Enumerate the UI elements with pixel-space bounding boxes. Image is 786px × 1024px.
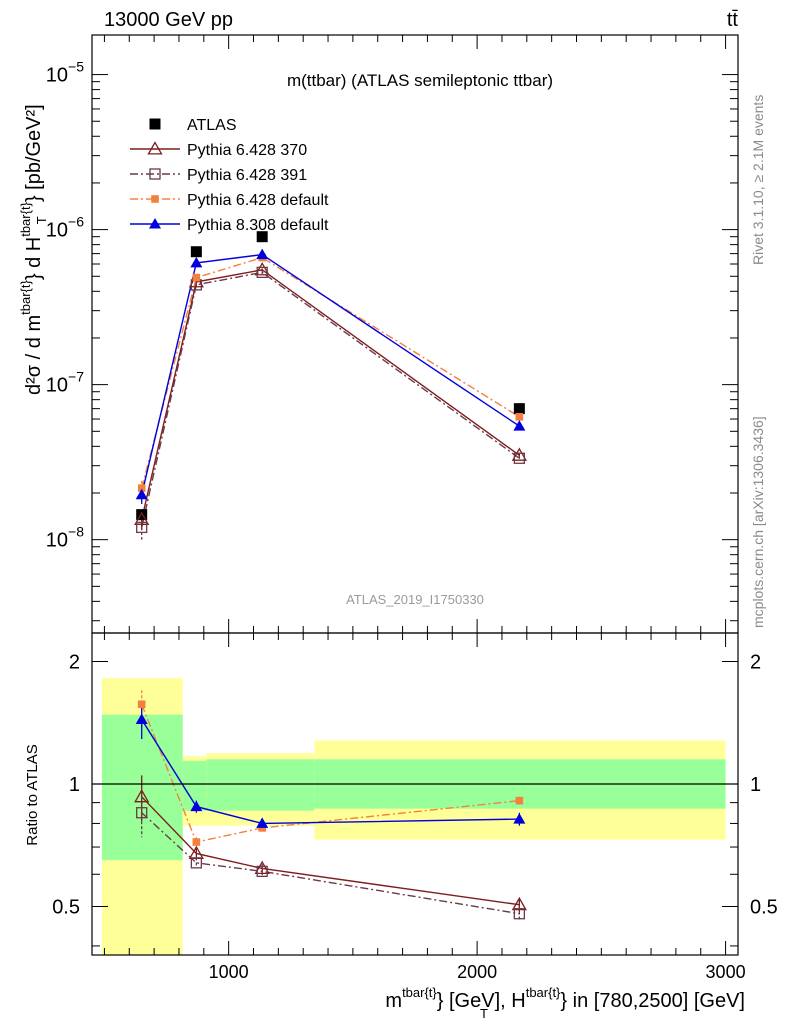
ratio-point-series-0-3 — [511, 896, 527, 911]
tick-labels: 1000 2000 3000 10−8 10−7 10−6 10−5 0.5 0.5 1 1 2 2 — [46, 59, 778, 982]
legend-marker-4 — [149, 218, 161, 229]
main-point-series-0-1 — [190, 246, 202, 258]
main-y-tick-label-2: 10−6 — [46, 214, 84, 242]
ratio-plot-frame — [91, 632, 739, 956]
x-axis-label: mtbar{t}} [GeV], Htbar{t}} in [780,2500]… — [385, 985, 745, 1012]
main-point-series-4-0 — [135, 488, 148, 500]
x-tick-label-2000: 2000 — [457, 962, 497, 982]
ratio-point-series-0-2 — [254, 860, 270, 875]
ratio-point-series-0-0 — [134, 789, 150, 803]
ratio-y-tick-label-right-0: 0.5 — [750, 896, 778, 918]
ratio-line-series-2 — [141, 704, 520, 843]
main-y-axis-label: d²σ / d mtbar{t}} d Htbar{t}} [pb/GeV²]T — [18, 104, 49, 395]
main-point-series-0-3 — [513, 403, 525, 415]
main-point-series-3-1 — [192, 273, 201, 282]
data-markers — [134, 231, 527, 920]
main-line-series-4 — [141, 253, 520, 495]
ratio-point-series-2-3 — [515, 796, 524, 805]
ratio-point-series-2-1 — [192, 838, 201, 846]
legend-label-3: Pythia 6.428 default — [187, 192, 329, 209]
ratio-y-axis-label: Ratio to ATLAS — [24, 744, 41, 845]
main-point-series-0-0 — [136, 509, 148, 521]
main-y-tick-label-0: 10−8 — [46, 524, 84, 552]
main-line-series-1 — [141, 269, 520, 520]
ratio-point-series-1-1 — [190, 857, 203, 869]
uncertainty-bands — [101, 678, 726, 955]
ratio-point-series-3-0 — [135, 713, 148, 725]
main-point-series-4-3 — [513, 420, 526, 431]
legend: ATLAS Pythia 6.428 370 Pythia 6.428 391 Pyt… — [130, 117, 329, 234]
main-point-series-3-3 — [515, 413, 524, 421]
axes — [92, 35, 738, 955]
main-point-series-2-2 — [256, 266, 268, 278]
main-point-series-3-0 — [137, 484, 146, 492]
band-green-1 — [182, 760, 207, 811]
ratio-point-series-3-2 — [256, 817, 269, 828]
ratio-line-series-1 — [141, 812, 520, 915]
main-line-series-3 — [141, 256, 520, 489]
analysis-watermark: ATLAS_2019_I1750330 — [346, 592, 484, 607]
main-point-series-4-1 — [190, 256, 203, 268]
x-axis-label-subscript: T — [480, 1006, 488, 1021]
header-process-label: tt̄ — [727, 9, 739, 31]
main-point-series-2-0 — [136, 521, 148, 534]
ratio-point-series-3-1 — [190, 800, 203, 812]
x-tick-label-3000: 3000 — [706, 962, 746, 982]
legend-marker-2 — [149, 168, 161, 180]
ratio-y-tick-label-right-1: 1 — [750, 774, 761, 796]
ratio-point-series-2-0 — [137, 700, 146, 709]
ratio-line-series-3 — [141, 719, 520, 825]
ratio-y-tick-label-right-2: 2 — [750, 652, 761, 674]
series-lines — [141, 253, 520, 915]
ratio-point-series-1-2 — [256, 865, 268, 878]
header-energy-label: 13000 GeV pp — [104, 9, 233, 31]
main-y-tick-label-3: 10−5 — [46, 59, 84, 87]
legend-label-2: Pythia 6.428 391 — [187, 167, 307, 184]
ratio-y-tick-label-left-2: 2 — [69, 652, 80, 674]
main-point-series-0-2 — [256, 231, 268, 243]
ratio-y-tick-label-left-0: 0.5 — [52, 896, 80, 918]
main-y-tick-label-1: 10−7 — [46, 369, 84, 397]
legend-marker-3 — [151, 195, 159, 203]
main-point-series-1-0 — [134, 511, 150, 525]
mcplots-label: mcplots.cern.ch [arXiv:1306.3436] — [750, 416, 766, 628]
main-point-series-1-3 — [511, 447, 527, 461]
legend-label-1: Pythia 6.428 370 — [187, 142, 307, 159]
ratio-point-series-1-3 — [513, 908, 526, 920]
legend-marker-0 — [149, 118, 161, 130]
legend-label-0: ATLAS — [187, 117, 237, 134]
ratio-y-tick-label-left-1: 1 — [69, 774, 80, 796]
x-tick-label-1000: 1000 — [209, 962, 249, 982]
main-point-series-1-2 — [254, 262, 270, 276]
ratio-point-series-3-3 — [513, 813, 526, 824]
band-green-2 — [206, 759, 315, 811]
legend-marker-1 — [147, 141, 163, 155]
plot-title: m(ttbar) (ATLAS semileptonic ttbar) — [287, 71, 553, 90]
legend-label-4: Pythia 8.308 default — [187, 217, 329, 234]
main-line-series-2 — [141, 271, 520, 528]
main-point-series-4-2 — [256, 248, 269, 260]
main-point-series-2-3 — [513, 452, 526, 464]
rivet-version-label: Rivet 3.1.10, ≥ 2.1M events — [750, 95, 766, 265]
ratio-line-series-0 — [141, 796, 520, 906]
ratio-point-series-1-0 — [136, 807, 148, 819]
